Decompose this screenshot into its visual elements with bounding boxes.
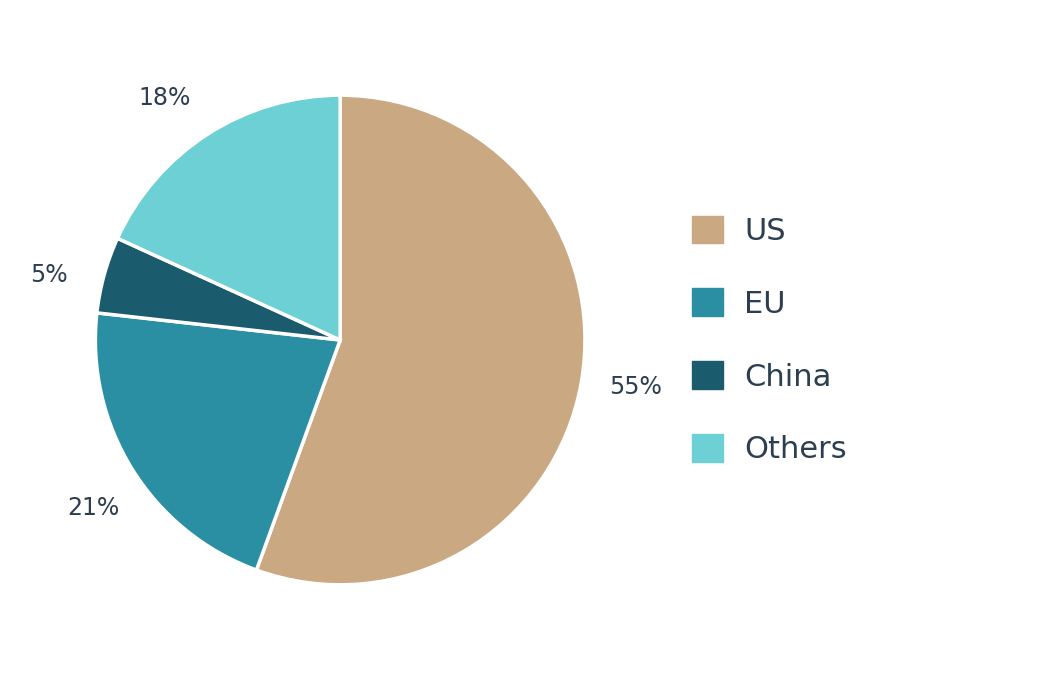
Wedge shape bbox=[118, 95, 340, 340]
Wedge shape bbox=[256, 95, 585, 585]
Text: 55%: 55% bbox=[609, 375, 661, 398]
Text: 5%: 5% bbox=[30, 263, 68, 287]
Text: 21%: 21% bbox=[67, 496, 119, 520]
Wedge shape bbox=[97, 238, 340, 340]
Text: 18%: 18% bbox=[138, 86, 190, 110]
Legend: US, EU, China, Others: US, EU, China, Others bbox=[692, 216, 846, 464]
Wedge shape bbox=[96, 313, 340, 570]
